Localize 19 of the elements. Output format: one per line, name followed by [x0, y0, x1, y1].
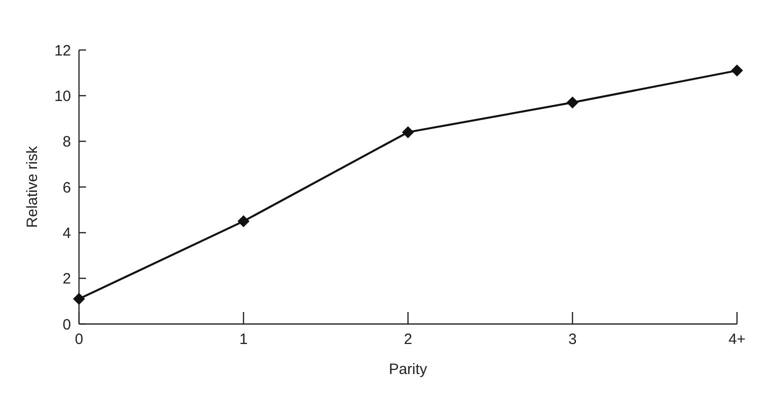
point — [566, 96, 578, 109]
point — [402, 126, 414, 138]
y-tick-label: 2 — [62, 270, 71, 288]
y-axis-title: Relative risk — [24, 146, 41, 228]
point — [238, 215, 250, 228]
point — [731, 64, 743, 77]
x-tick-label: 0 — [74, 331, 84, 348]
y-tick-label: 12 — [54, 42, 71, 60]
y-tick-label: 6 — [62, 179, 71, 196]
y-tick-label: 10 — [54, 88, 71, 105]
x-tick-label: 2 — [404, 331, 412, 348]
x-tick-label: 3 — [568, 331, 577, 348]
y-tick-label: 8 — [62, 134, 71, 151]
point — [73, 292, 85, 305]
y-tick-label: 4 — [62, 224, 71, 242]
x-axis-title: Parity — [388, 361, 428, 378]
y-tick-label: 0 — [62, 316, 71, 334]
x-tick-label: 1 — [239, 331, 248, 348]
x-tick-label: 4+ — [728, 331, 746, 348]
